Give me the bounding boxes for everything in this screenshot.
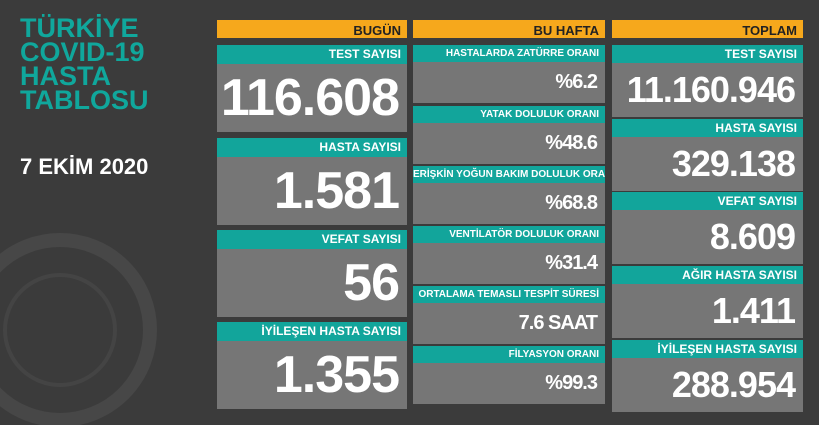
date: 7 EKİM 2020: [20, 154, 149, 179]
stat-value: %6.2: [413, 62, 605, 103]
stat-value: 329.138: [612, 137, 803, 191]
stat-label: İYİLEŞEN HASTA SAYISI: [217, 322, 407, 341]
stat-label: TEST SAYISI: [612, 45, 803, 63]
stat-label: YATAK DOLULUK ORANI: [413, 106, 605, 123]
stat-label: ORTALAMA TEMASLI TESPİT SÜRESİ: [413, 286, 605, 303]
stat-value: 7.6 SAAT: [413, 303, 605, 344]
stat-value: 288.954: [612, 358, 803, 412]
title-line: HASTA: [20, 61, 111, 91]
stat-label: ERİŞKİN YOĞUN BAKIM DOLULUK ORANI: [413, 166, 605, 183]
stat-value: %68.8: [413, 183, 605, 224]
stat-value: 11.160.946: [612, 63, 803, 117]
column-header: BU HAFTA: [413, 20, 605, 38]
title-line: TÜRKİYE: [20, 13, 139, 43]
stat-label: AĞIR HASTA SAYISI: [612, 266, 803, 284]
stat-value: 1.581: [217, 157, 407, 225]
stat-value: 8.609: [612, 210, 803, 264]
stat-label: VEFAT SAYISI: [217, 230, 407, 249]
stat-value: %48.6: [413, 123, 605, 164]
stat-label: FİLYASYON ORANI: [413, 346, 605, 363]
stat-value: %99.3: [413, 363, 605, 404]
title-line: COVID-19: [20, 37, 145, 67]
emblem: [0, 233, 157, 425]
column-header: TOPLAM: [612, 20, 803, 38]
stat-value: 116.608: [217, 64, 407, 132]
stat-value: 1.355: [217, 341, 407, 409]
stat-label: HASTA SAYISI: [217, 138, 407, 157]
stat-label: HASTA SAYISI: [612, 119, 803, 137]
stat-label: İYİLEŞEN HASTA SAYISI: [612, 340, 803, 358]
stat-label: VEFAT SAYISI: [612, 192, 803, 210]
stat-label: TEST SAYISI: [217, 45, 407, 64]
title-line: TABLOSU: [20, 85, 149, 115]
stat-value: %31.4: [413, 243, 605, 284]
stat-value: 1.411: [612, 284, 803, 338]
column-header: BUGÜN: [217, 20, 407, 38]
stat-label: HASTALARDA ZATÜRRE ORANI: [413, 45, 605, 62]
stat-value: 56: [217, 249, 407, 317]
stat-label: VENTİLATÖR DOLULUK ORANI: [413, 226, 605, 243]
